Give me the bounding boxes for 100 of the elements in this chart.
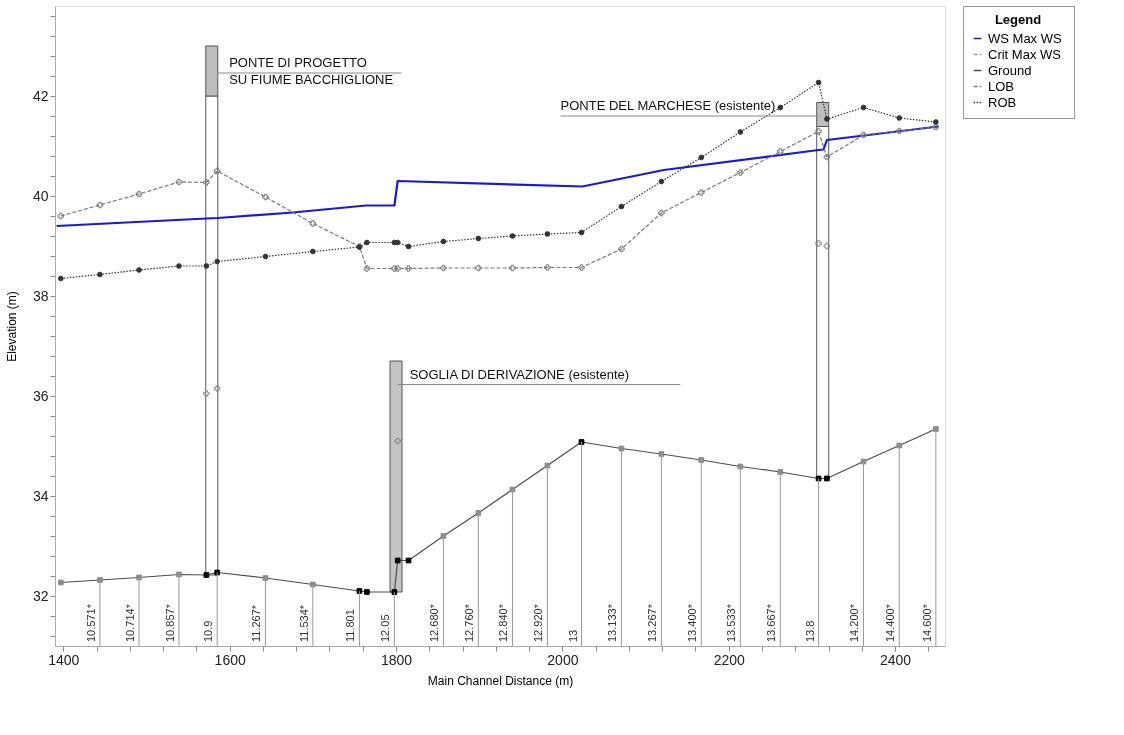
point	[394, 557, 401, 564]
annotation: 13.533*	[725, 603, 738, 642]
point	[203, 572, 210, 578]
point	[698, 154, 705, 161]
annotation: SOGLIA DI DERIVAZIONE (esistente)	[409, 366, 630, 382]
annotation: 11.534*	[297, 604, 310, 642]
annotation: 14.600*	[920, 603, 933, 642]
annotation: 10.9	[202, 620, 215, 642]
y-tick-label: 32	[32, 587, 49, 604]
point	[214, 258, 221, 265]
annotation: 10.857*	[163, 603, 176, 642]
point	[896, 127, 903, 135]
point	[203, 179, 210, 186]
annotation: 13.8	[803, 620, 816, 642]
point	[309, 220, 317, 227]
point	[310, 248, 316, 255]
annotation: 11.801	[344, 609, 357, 642]
point	[57, 579, 64, 586]
point	[509, 264, 516, 272]
point	[932, 123, 940, 131]
point	[737, 463, 744, 470]
point	[815, 475, 822, 482]
point	[57, 275, 64, 282]
annotation: 14.400*	[884, 603, 897, 642]
legend-label: Crit Max WS	[988, 46, 1062, 62]
x-tick-label: 2200	[713, 651, 746, 668]
point	[96, 201, 104, 209]
point	[777, 148, 784, 155]
legend-label: ROB	[988, 94, 1017, 110]
point	[135, 190, 143, 198]
y-axis-title: Elevation (m)	[4, 291, 19, 362]
point	[896, 442, 903, 449]
point	[618, 445, 625, 452]
annotation: 13.267*	[646, 603, 659, 642]
x-tick-label: 1800	[380, 651, 413, 668]
point	[394, 265, 401, 272]
point	[824, 475, 830, 482]
x-axis-title: Main Channel Distance (m)	[427, 673, 574, 688]
point	[262, 193, 269, 201]
point	[618, 203, 625, 210]
point	[97, 271, 103, 278]
point	[203, 263, 210, 269]
point	[544, 264, 551, 271]
point	[175, 178, 183, 186]
point	[213, 385, 221, 392]
point	[475, 235, 482, 242]
point	[364, 239, 370, 246]
point	[440, 264, 447, 272]
point	[394, 437, 401, 445]
point	[618, 245, 625, 253]
point	[213, 167, 221, 175]
point	[815, 240, 822, 247]
annotation: 13.133*	[606, 603, 619, 642]
annotation: 10.571*	[84, 603, 97, 642]
point	[824, 116, 830, 122]
legend-label: Ground	[988, 62, 1032, 78]
point	[860, 458, 867, 465]
point	[823, 242, 831, 250]
point	[475, 264, 482, 272]
annotation: 13	[566, 629, 579, 642]
legend-label: LOB	[988, 78, 1015, 94]
annotation: 12.840*	[497, 603, 510, 642]
point	[578, 264, 585, 271]
point	[933, 119, 939, 125]
y-tick-label: 34	[32, 487, 49, 504]
point	[823, 153, 831, 161]
point	[544, 231, 551, 237]
point	[391, 265, 398, 272]
point	[405, 265, 412, 272]
point	[737, 129, 744, 135]
point	[364, 589, 370, 595]
point	[405, 243, 412, 250]
point	[658, 209, 665, 217]
point	[815, 128, 822, 135]
annotation: 14.200*	[848, 603, 861, 642]
x-tick-label: 1600	[214, 651, 246, 668]
legend-title: Legend	[994, 12, 1042, 27]
point	[262, 253, 269, 260]
annotation: 13.400*	[686, 603, 699, 642]
point	[440, 238, 447, 245]
point	[578, 229, 585, 236]
annotation: PONTE DEL MARCHESE (esistente)	[560, 98, 776, 113]
point	[737, 169, 744, 176]
point	[214, 569, 221, 576]
annotation: PONTE DI PROGETTO SU FIUME BACCHIGLIONE	[229, 55, 394, 87]
annotation: 10.714*	[124, 603, 137, 642]
point	[896, 115, 903, 121]
x-tick-label: 2000	[547, 651, 579, 668]
point	[658, 178, 665, 185]
point	[860, 104, 867, 111]
point	[57, 212, 65, 220]
point	[777, 104, 784, 111]
point	[698, 189, 705, 196]
point	[203, 390, 210, 397]
annotation: 12.760*	[463, 603, 476, 642]
point	[363, 265, 371, 272]
point	[544, 462, 551, 469]
point	[136, 267, 142, 273]
annotation: 12.920*	[532, 603, 545, 642]
y-tick-label: 40	[32, 187, 49, 204]
